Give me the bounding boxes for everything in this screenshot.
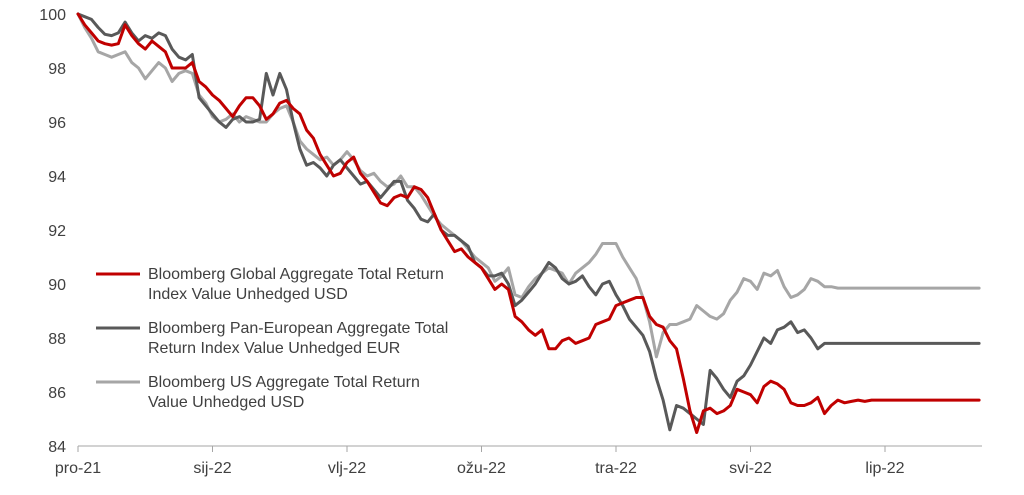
x-tick-label: tra-22 — [595, 460, 637, 477]
legend-label: Bloomberg US Aggregate Total Return — [148, 374, 420, 391]
x-axis: pro-21 sij-22 vlj-22 ožu-22 tra-22 svi-22 lip-… — [55, 445, 982, 477]
legend-label: Index Value Unhedged USD — [148, 286, 348, 303]
x-tick-label: sij-22 — [193, 460, 231, 477]
series-line-0 — [76, 12, 981, 434]
legend: Bloomberg Global Aggregate Total Return I… — [96, 266, 448, 411]
legend-label: Return Index Value Unhedged EUR — [148, 340, 400, 357]
y-tick-label: 100 — [39, 7, 66, 24]
series-lines — [76, 12, 981, 434]
y-tick-label: 88 — [48, 331, 66, 348]
x-tick-label: pro-21 — [55, 460, 101, 477]
legend-label: Bloomberg Global Aggregate Total Return — [148, 266, 444, 283]
x-tick-label: ožu-22 — [457, 460, 506, 477]
y-tick-label: 84 — [48, 439, 66, 456]
series-line-2 — [76, 12, 981, 359]
series-line-1 — [76, 12, 981, 432]
y-tick-label: 96 — [48, 115, 66, 132]
y-tick-label: 94 — [48, 169, 66, 186]
y-tick-label: 98 — [48, 61, 66, 78]
x-tick-label: svi-22 — [729, 460, 772, 477]
x-tick-label: lip-22 — [865, 460, 904, 477]
legend-label: Bloomberg Pan-European Aggregate Total — [148, 320, 448, 337]
y-tick-label: 90 — [48, 277, 66, 294]
x-tick-label: vlj-22 — [328, 460, 366, 477]
y-axis-ticks: 84 86 88 90 92 94 96 98 100 — [39, 7, 66, 456]
y-tick-label: 86 — [48, 385, 66, 402]
y-tick-label: 92 — [48, 223, 66, 240]
legend-label: Value Unhedged USD — [148, 394, 304, 411]
